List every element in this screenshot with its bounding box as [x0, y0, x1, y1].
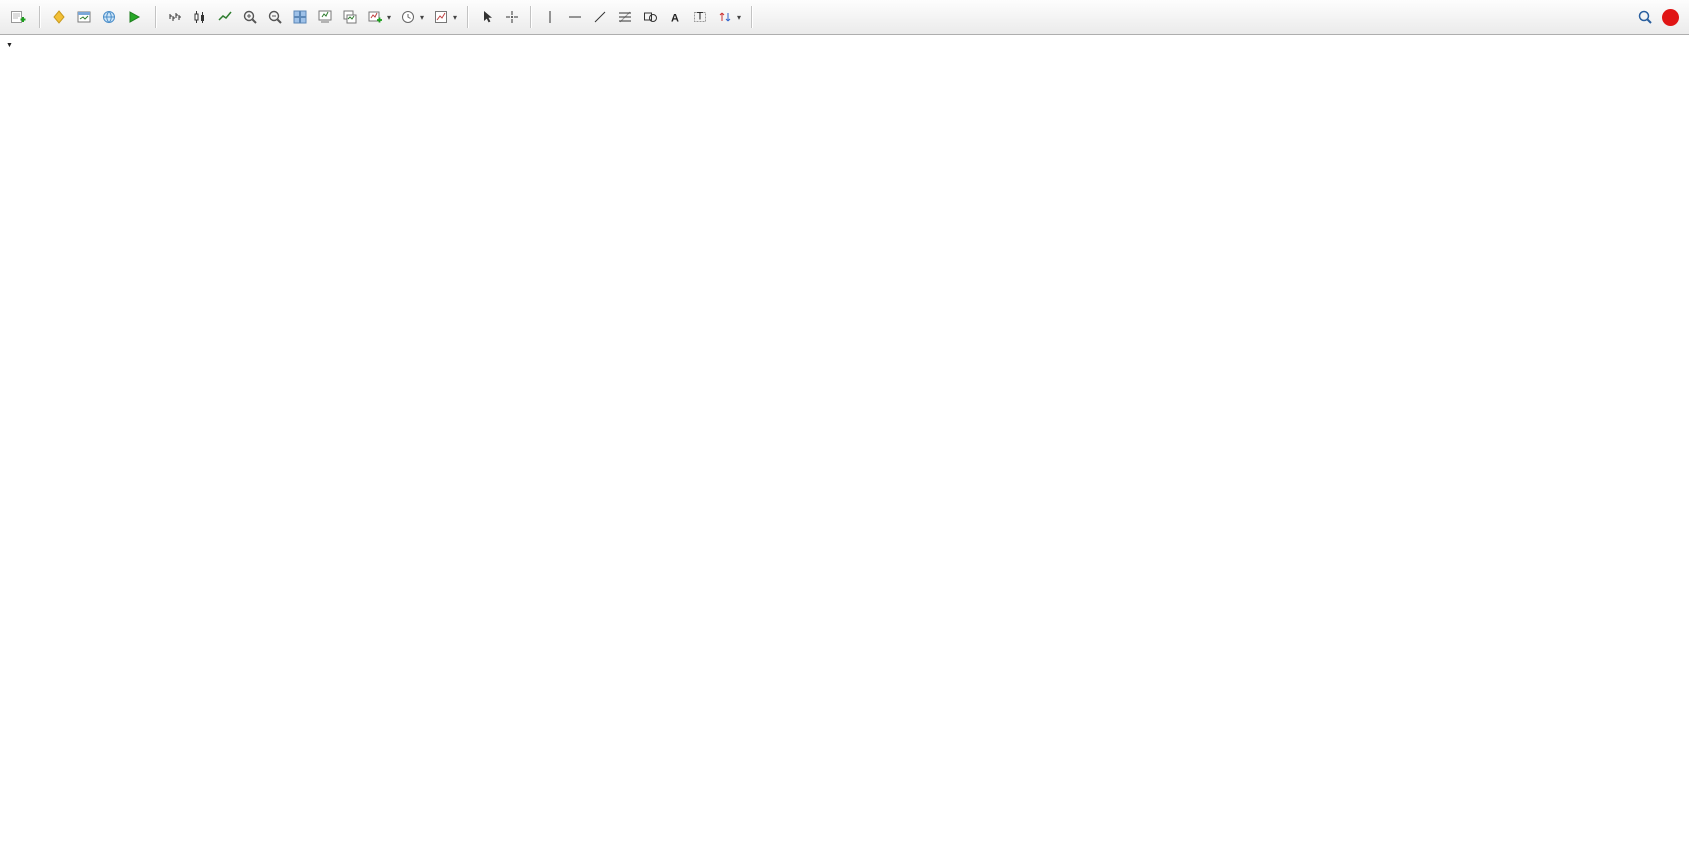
toolbar: ▾ ▾ ▾ — [0, 0, 1689, 35]
tile-windows-icon — [293, 10, 307, 24]
clock-icon — [402, 11, 415, 23]
cursor-button[interactable] — [475, 4, 499, 30]
chevron-down-icon: ▾ — [387, 12, 392, 22]
new-order-button[interactable] — [6, 4, 33, 30]
line-chart-icon — [218, 11, 232, 21]
new-order-icon — [11, 11, 26, 23]
vertical-line-icon — [549, 11, 551, 23]
period-button[interactable]: ▾ — [396, 4, 428, 30]
tile-windows-button[interactable] — [288, 4, 312, 30]
collapse-arrow-icon[interactable]: ▼ — [6, 42, 13, 49]
play-icon — [129, 11, 141, 23]
terminal-button[interactable] — [72, 4, 96, 30]
fibonacci-button[interactable] — [613, 4, 637, 30]
chevron-down-icon: ▾ — [737, 12, 742, 22]
bar-chart-icon — [169, 13, 181, 21]
template-button[interactable]: ▾ — [429, 4, 461, 30]
toolbar-separator — [530, 6, 533, 28]
candlestick-icon — [194, 11, 204, 23]
zoom-in-icon — [243, 10, 257, 24]
new-chart-icon — [368, 11, 382, 23]
community-button[interactable] — [97, 4, 121, 30]
cascade-windows-icon — [343, 10, 357, 24]
text-icon: A — [671, 13, 679, 25]
cursor-icon — [484, 11, 493, 23]
svg-text:T: T — [697, 11, 704, 23]
shapes-button[interactable] — [638, 4, 662, 30]
crosshair-icon — [506, 11, 519, 23]
horizontal-line-button[interactable] — [563, 4, 587, 30]
line-chart-button[interactable] — [213, 4, 237, 30]
globe-icon — [103, 11, 115, 24]
candlestick-chart-button[interactable] — [188, 4, 212, 30]
chevron-down-icon: ▾ — [420, 12, 425, 22]
chart-window-icon — [77, 11, 91, 23]
arrange-windows-button[interactable] — [313, 4, 337, 30]
metaeditor-button[interactable] — [47, 4, 71, 30]
bar-chart-button[interactable] — [163, 4, 187, 30]
trendline-icon — [594, 11, 606, 23]
search-button[interactable] — [1633, 4, 1657, 30]
autotrading-button[interactable] — [122, 4, 149, 30]
toolbar-separator — [39, 6, 41, 28]
text-label-button[interactable]: T — [688, 4, 712, 30]
trendline-button[interactable] — [588, 4, 612, 30]
arrows-icon — [719, 12, 731, 22]
search-icon — [1638, 10, 1652, 24]
zoom-out-icon — [268, 10, 282, 24]
zoom-out-button[interactable] — [263, 4, 287, 30]
template-icon — [435, 11, 448, 23]
new-chart-button[interactable]: ▾ — [363, 4, 395, 30]
chevron-down-icon: ▾ — [453, 12, 458, 22]
toolbar-separator — [467, 6, 470, 28]
vertical-line-button[interactable] — [538, 4, 562, 30]
cascade-windows-button[interactable] — [338, 4, 362, 30]
fibonacci-icon — [619, 11, 632, 23]
crosshair-button[interactable] — [500, 4, 524, 30]
horizontal-line-icon — [569, 16, 582, 18]
arrows-button[interactable]: ▾ — [713, 4, 745, 30]
svg-text:A: A — [671, 13, 679, 25]
shapes-icon — [644, 12, 658, 22]
arrange-windows-icon — [318, 10, 332, 23]
toolbar-separator — [155, 6, 157, 28]
chart-title: ▼ — [6, 40, 24, 52]
text-label-icon: T — [694, 11, 707, 23]
zoom-in-button[interactable] — [238, 4, 262, 30]
notification-badge[interactable] — [1662, 8, 1679, 26]
diamond-icon — [53, 10, 65, 24]
text-button[interactable]: A — [663, 4, 687, 30]
toolbar-separator — [751, 6, 754, 28]
